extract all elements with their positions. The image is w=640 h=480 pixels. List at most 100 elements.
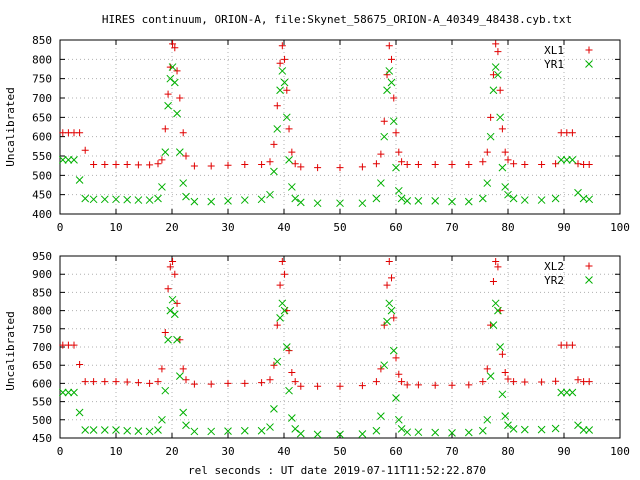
top-yr1-point xyxy=(498,163,507,172)
top-yr1-point xyxy=(64,156,73,164)
top-yr1-point xyxy=(175,148,184,156)
bottom-xl2-point xyxy=(314,382,322,390)
bottom-xl2-point xyxy=(479,378,487,386)
bottom-xl2-point xyxy=(395,370,403,378)
bottom-xl2-point xyxy=(538,378,546,386)
top-yr1-point xyxy=(403,196,412,205)
bottom-yr2-point xyxy=(154,426,162,434)
top-xl1-point xyxy=(134,161,142,169)
bottom-y-tick-label: 800 xyxy=(32,305,52,318)
top-xl1-point xyxy=(395,148,403,156)
bottom-yr2-point xyxy=(568,388,577,397)
top-yr1-point xyxy=(494,70,502,79)
top-yr1-point xyxy=(240,196,249,204)
top-yr1-point xyxy=(562,156,571,164)
bottom-yr2-point xyxy=(123,426,132,435)
top-yr1-point xyxy=(134,196,143,204)
top-xl1-point xyxy=(101,161,109,169)
bottom-xl2-point xyxy=(134,379,142,387)
bottom-yr2-point xyxy=(498,390,507,399)
top-y-tick-label: 850 xyxy=(32,34,52,47)
top-xl1-point xyxy=(388,55,396,63)
bottom-xl2-point xyxy=(431,381,439,389)
bottom-xl2-point xyxy=(392,354,400,362)
figure-title: HIRES continuum, ORION-A, file:Skynet_58… xyxy=(102,13,572,26)
bottom-xl2-point xyxy=(483,365,491,373)
top-xl1-point xyxy=(190,162,198,170)
top-yr1-point xyxy=(112,195,120,204)
top-xl1-point xyxy=(448,161,456,169)
top-xl1-point xyxy=(501,148,509,156)
top-panel: Uncalibrated 0 10 20 30 40 50 60 70 80 90 100 400 45… xyxy=(4,34,630,234)
top-y-tick-label: 450 xyxy=(32,189,52,202)
top-yr1-point xyxy=(287,183,296,191)
top-x-tick-label: 0 xyxy=(57,221,64,234)
top-yr1-point xyxy=(123,195,132,204)
top-yr1-point xyxy=(486,132,495,141)
top-yr1-point xyxy=(431,196,440,205)
bottom-xl2-point xyxy=(258,379,266,387)
top-yr1-point xyxy=(224,196,232,205)
bottom-yr2-point xyxy=(397,425,406,433)
top-xl1-point xyxy=(171,44,179,52)
top-yr1-point xyxy=(291,194,300,203)
top-yr1-point xyxy=(58,156,67,164)
bottom-x-tick-label: 30 xyxy=(221,445,234,458)
bottom-y-tick-label: 500 xyxy=(32,414,52,427)
top-xl1-point xyxy=(372,160,380,168)
top-yr1-point xyxy=(336,199,344,208)
bottom-yr2-point xyxy=(100,426,109,434)
bottom-x-tick-label: 0 xyxy=(57,445,64,458)
bottom-y-tick-label: 950 xyxy=(32,250,52,263)
top-yr1-point xyxy=(313,199,322,208)
bottom-xl2-point xyxy=(492,257,500,265)
bottom-yr2-point xyxy=(112,426,120,434)
top-xl1-point xyxy=(173,67,181,75)
bottom-xl2-point xyxy=(510,378,518,386)
bottom-panel: Uncalibrated 0 10 20 30 40 50 60 70 80 90 100 450 50… xyxy=(4,250,630,458)
bottom-yr2-point xyxy=(291,425,300,433)
top-yr1-point xyxy=(509,194,518,203)
top-xl1-point xyxy=(154,160,162,168)
bottom-yr2-point xyxy=(574,421,582,430)
top-xl1-point xyxy=(273,102,281,110)
bottom-yr2-point xyxy=(509,425,518,433)
bottom-yr2-point xyxy=(385,299,394,308)
top-yr1-point xyxy=(448,197,456,206)
top-yr1-point xyxy=(154,194,162,203)
top-yr1-point xyxy=(81,194,90,203)
top-y-axis-label: Uncalibrated xyxy=(4,87,17,166)
bottom-legend-label-yr2: YR2 xyxy=(544,274,564,287)
bottom-yr2-point xyxy=(520,425,529,434)
bottom-y-tick-label: 750 xyxy=(32,323,52,336)
top-yr1-point xyxy=(158,183,166,191)
bottom-xl2-point xyxy=(173,299,181,307)
top-yr1-point xyxy=(257,195,266,204)
top-plot-frame xyxy=(59,39,621,215)
bottom-x-tick-label: 20 xyxy=(165,445,178,458)
bottom-xl2-point xyxy=(552,377,560,385)
top-xl1-point xyxy=(380,117,388,125)
top-yr1-point xyxy=(389,117,398,126)
top-x-tick-label: 20 xyxy=(165,221,178,234)
bottom-yr2-point xyxy=(81,426,90,434)
bottom-yr2-point xyxy=(270,405,278,413)
bottom-xl2-point xyxy=(585,378,593,386)
top-xl1-point xyxy=(498,125,506,133)
bottom-y-tick-label: 550 xyxy=(32,396,52,409)
bottom-yr2-point xyxy=(266,423,274,431)
top-y-tick-label: 550 xyxy=(32,150,52,163)
bottom-yr2-point xyxy=(170,310,179,319)
bottom-xl2-point xyxy=(498,350,506,358)
top-yr1-point xyxy=(551,194,560,203)
bottom-yr2-point xyxy=(179,408,188,417)
top-yr1-point xyxy=(100,195,109,204)
top-xl1-point xyxy=(492,40,500,48)
top-xl1-point xyxy=(278,42,286,50)
bottom-xl2-point xyxy=(164,285,172,293)
bottom-yr2-point xyxy=(287,414,296,422)
top-y-tick-label: 650 xyxy=(32,111,52,124)
top-yr1-point xyxy=(387,78,396,87)
top-yr1-point xyxy=(270,167,278,176)
top-yr1-point xyxy=(207,197,216,206)
